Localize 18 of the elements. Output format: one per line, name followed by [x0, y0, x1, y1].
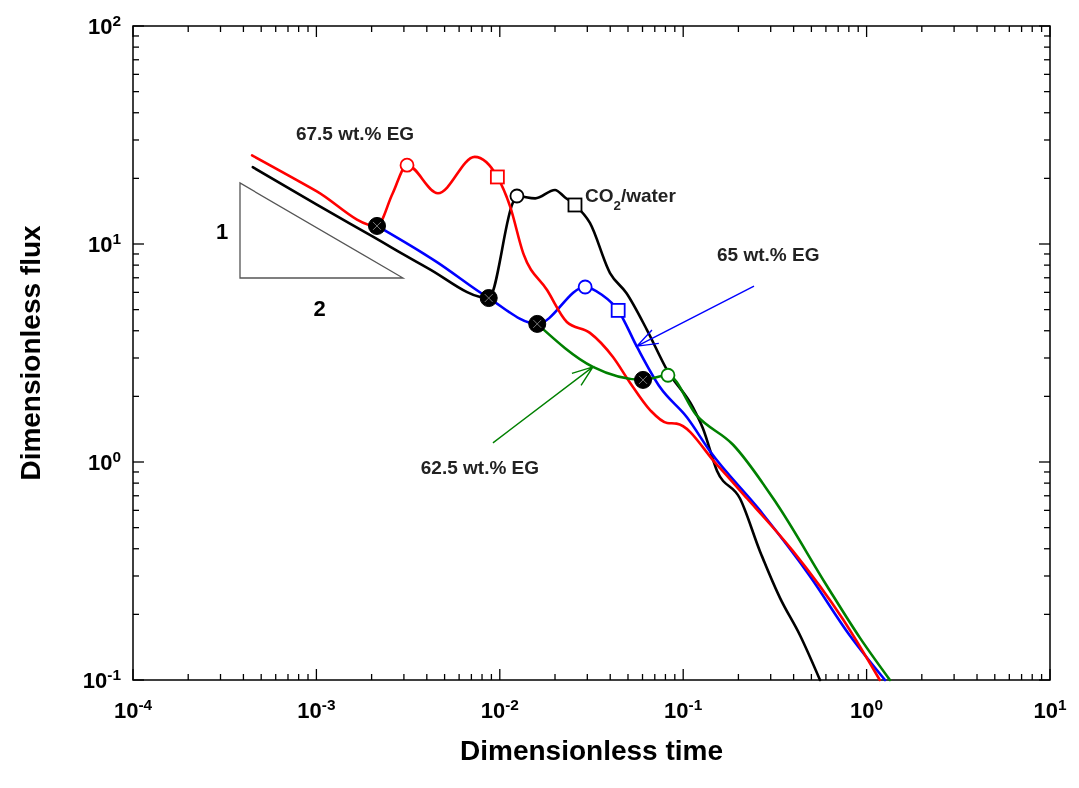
x-tick-label: 10$^{-3}$ [297, 695, 336, 723]
annotation: 67.5 wt.% EG [295, 123, 415, 145]
y-tick-label: 10$^{0}$ [87, 447, 121, 475]
y-tick-label: 10$^{-1}$ [82, 665, 122, 693]
x-tick-label: 10$^{-4}$ [113, 695, 153, 723]
annotation: 62.5 wt.% EG [420, 456, 540, 478]
annotation: 2 [313, 296, 326, 321]
annotation: CO$_{2}$/water [584, 184, 677, 213]
x-tick-label: 10$^{0}$ [850, 695, 884, 723]
y-axis-title: Dimensionless flux [15, 224, 46, 481]
x-tick-label: 10$^{-2}$ [480, 695, 519, 723]
x-axis-title: Dimensionless time [460, 735, 723, 766]
x-tick-label: 10$^{1}$ [1033, 695, 1067, 723]
annotation: 65 wt.% EG [717, 244, 820, 266]
y-tick-label: 10$^{2}$ [87, 11, 121, 39]
x-tick-label: 10$^{-1}$ [664, 695, 703, 723]
annotation: 1 [215, 218, 229, 244]
y-tick-label: 10$^{1}$ [87, 229, 122, 257]
